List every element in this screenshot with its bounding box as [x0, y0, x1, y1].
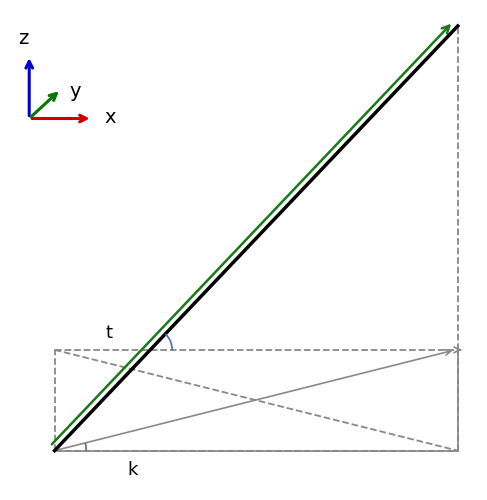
Text: x: x [105, 108, 116, 126]
Text: k: k [127, 461, 138, 479]
Text: y: y [70, 82, 81, 101]
Text: t: t [105, 324, 112, 342]
Text: z: z [18, 29, 29, 48]
